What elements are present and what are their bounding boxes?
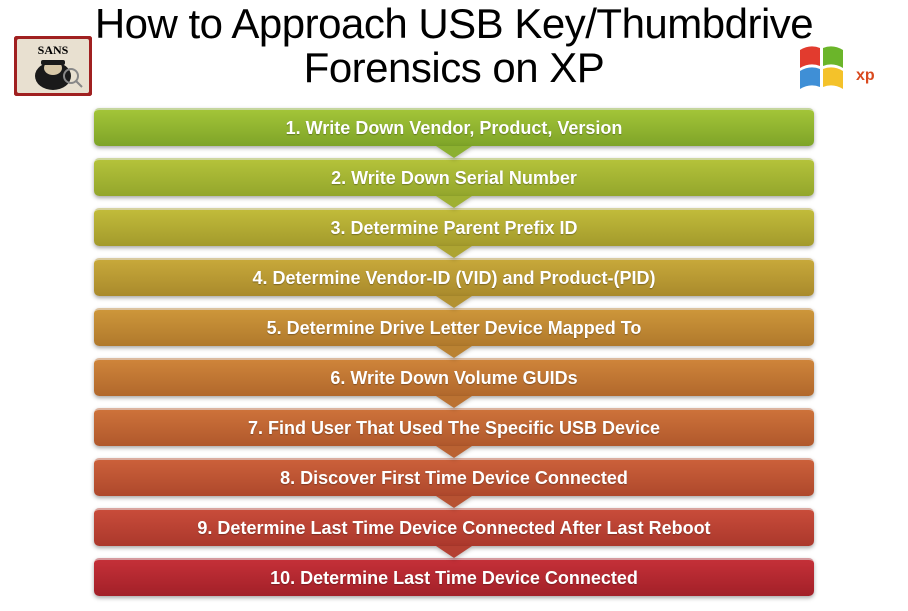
svg-text:SANS: SANS <box>38 43 69 57</box>
sans-badge-icon: SANS <box>14 36 92 96</box>
flow-step-10: 10. Determine Last Time Device Connected <box>94 558 814 596</box>
title-block: How to Approach USB Key/Thumbdrive Foren… <box>0 0 908 90</box>
flow-arrow-icon <box>436 296 472 308</box>
flow-step-label: 7. Find User That Used The Specific USB … <box>248 418 660 439</box>
flow-step-label: 8. Discover First Time Device Connected <box>280 468 628 489</box>
flow-arrow-icon <box>436 396 472 408</box>
flow-step-3: 3. Determine Parent Prefix ID <box>94 208 814 246</box>
flow-step-label: 5. Determine Drive Letter Device Mapped … <box>267 318 642 339</box>
flow-step-label: 3. Determine Parent Prefix ID <box>330 218 577 239</box>
windows-xp-logo: xp <box>796 40 886 95</box>
xp-text: xp <box>856 67 875 84</box>
flow-step-label: 4. Determine Vendor-ID (VID) and Product… <box>252 268 655 289</box>
flow-step-5: 5. Determine Drive Letter Device Mapped … <box>94 308 814 346</box>
sans-badge: SANS <box>14 36 92 96</box>
flow-step-label: 10. Determine Last Time Device Connected <box>270 568 638 589</box>
flow-step-6: 6. Write Down Volume GUIDs <box>94 358 814 396</box>
flow-arrow-icon <box>436 196 472 208</box>
flow-step-4: 4. Determine Vendor-ID (VID) and Product… <box>94 258 814 296</box>
flow-arrow-icon <box>436 546 472 558</box>
flow-step-label: 1. Write Down Vendor, Product, Version <box>286 118 623 139</box>
title-line-2: Forensics on XP <box>0 46 908 90</box>
windows-xp-logo-icon: xp <box>796 40 886 95</box>
flowchart: 1. Write Down Vendor, Product, Version 2.… <box>94 108 814 608</box>
flow-step-2: 2. Write Down Serial Number <box>94 158 814 196</box>
flow-arrow-icon <box>436 346 472 358</box>
flow-arrow-icon <box>436 146 472 158</box>
flow-step-8: 8. Discover First Time Device Connected <box>94 458 814 496</box>
flow-step-label: 9. Determine Last Time Device Connected … <box>197 518 710 539</box>
flow-step-label: 2. Write Down Serial Number <box>331 168 577 189</box>
flow-step-label: 6. Write Down Volume GUIDs <box>330 368 577 389</box>
flow-arrow-icon <box>436 246 472 258</box>
flow-step-9: 9. Determine Last Time Device Connected … <box>94 508 814 546</box>
flow-step-1: 1. Write Down Vendor, Product, Version <box>94 108 814 146</box>
title-line-1: How to Approach USB Key/Thumbdrive <box>0 2 908 46</box>
flow-arrow-icon <box>436 446 472 458</box>
flow-step-7: 7. Find User That Used The Specific USB … <box>94 408 814 446</box>
flow-arrow-icon <box>436 496 472 508</box>
